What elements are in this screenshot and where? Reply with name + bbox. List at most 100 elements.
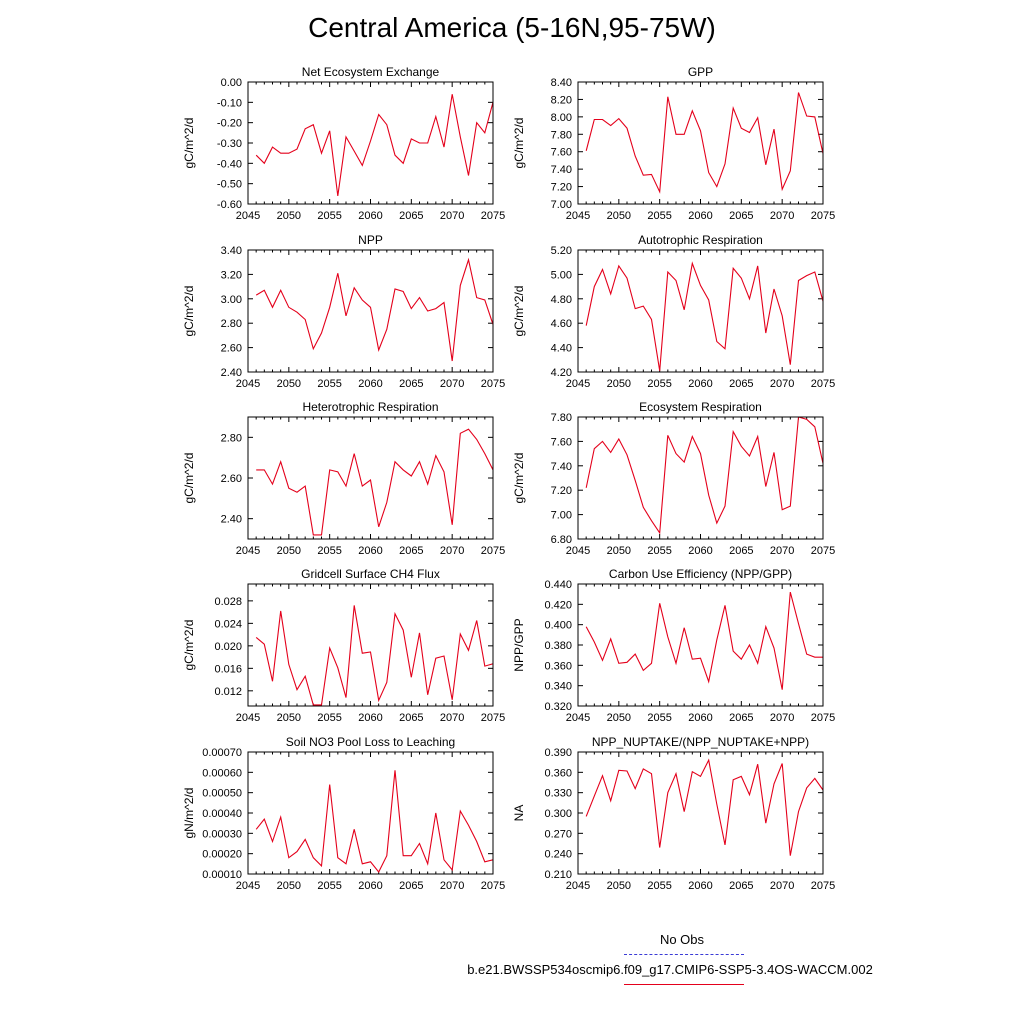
x-tick-label: 2050 <box>607 880 631 892</box>
x-tick-label: 2045 <box>566 545 590 557</box>
x-tick-label: 2050 <box>277 545 301 557</box>
x-tick-label: 2060 <box>688 712 712 724</box>
plot-frame <box>247 81 494 205</box>
x-tick-label: 2045 <box>236 880 260 892</box>
x-tick-label: 2070 <box>440 210 464 222</box>
y-tick-label: 6.80 <box>551 534 572 546</box>
y-tick-label: 0.300 <box>544 808 572 820</box>
x-tick-label: 2065 <box>729 210 753 222</box>
plot-frame <box>577 81 824 205</box>
panel-2: NPP gC/m^2/d 2045 2050 2055 2060 2065 2070 2075 2… <box>182 233 505 390</box>
series-line <box>256 428 493 536</box>
x-tick-label: 2065 <box>399 545 423 557</box>
y-tick-label: 0.390 <box>544 747 572 759</box>
x-tick-label: 2060 <box>358 545 382 557</box>
x-tick-label: 2075 <box>481 210 505 222</box>
x-tick-label: 2060 <box>358 880 382 892</box>
x-tick-label: 2045 <box>236 545 260 557</box>
x-tick-label: 2060 <box>358 712 382 724</box>
series-line <box>585 92 823 194</box>
x-tick-label: 2055 <box>317 545 341 557</box>
y-tick-label: 0.360 <box>544 660 572 672</box>
y-tick-label: 7.40 <box>551 461 572 473</box>
y-tick-label: 8.00 <box>551 112 572 124</box>
panel-9: NPP_NUPTAKE/(NPP_NUPTAKE+NPP) NA 2045 2050 2… <box>512 735 835 892</box>
y-tick-label: 2.60 <box>221 343 242 355</box>
y-tick-label: 0.024 <box>214 618 242 630</box>
x-tick-label: 2055 <box>647 545 671 557</box>
x-tick-label: 2060 <box>688 880 712 892</box>
x-tick-label: 2070 <box>770 210 794 222</box>
x-tick-label: 2055 <box>317 880 341 892</box>
x-tick-label: 2055 <box>647 378 671 390</box>
x-tick-label: 2050 <box>277 880 301 892</box>
y-tick-label: -0.60 <box>217 199 242 211</box>
y-tick-label: 7.80 <box>551 412 572 424</box>
panel-8: Soil NO3 Pool Loss to Leaching gN/m^2/d 20… <box>182 735 505 892</box>
y-tick-label: 0.240 <box>544 849 572 861</box>
x-tick-label: 2075 <box>481 378 505 390</box>
x-tick-label: 2065 <box>399 880 423 892</box>
plot-frame <box>247 583 494 707</box>
y-tick-label: 0.420 <box>544 599 572 611</box>
x-tick-label: 2060 <box>358 378 382 390</box>
panel-title: Ecosystem Respiration <box>639 400 762 414</box>
y-axis-label: gC/m^2/d <box>182 620 196 671</box>
y-tick-label: 2.60 <box>221 473 242 485</box>
y-tick-label: 3.40 <box>221 245 242 257</box>
y-tick-label: 0.400 <box>544 620 572 632</box>
x-tick-label: 2060 <box>358 210 382 222</box>
y-tick-label: 0.028 <box>214 596 242 608</box>
x-tick-label: 2075 <box>481 545 505 557</box>
x-tick-label: 2045 <box>236 712 260 724</box>
y-axis-label: gC/m^2/d <box>512 286 526 337</box>
y-tick-label: 0.00040 <box>202 808 242 820</box>
x-tick-label: 2070 <box>440 378 464 390</box>
panel-6: Gridcell Surface CH4 Flux gC/m^2/d 2045 205… <box>182 567 505 724</box>
y-tick-label: 2.80 <box>221 318 242 330</box>
x-tick-label: 2075 <box>811 880 835 892</box>
x-tick-label: 2055 <box>647 712 671 724</box>
x-tick-label: 2075 <box>481 880 505 892</box>
panel-3: Autotrophic Respiration gC/m^2/d 2045 2050 2… <box>512 233 835 390</box>
series-line <box>585 591 823 690</box>
x-tick-label: 2050 <box>277 210 301 222</box>
panel-title: Soil NO3 Pool Loss to Leaching <box>286 735 455 749</box>
x-tick-label: 2055 <box>647 880 671 892</box>
x-tick-label: 2070 <box>440 712 464 724</box>
panel-title: GPP <box>688 65 713 79</box>
y-axis-label: gN/m^2/d <box>182 788 196 839</box>
legend-obs-line <box>624 954 744 955</box>
x-tick-label: 2075 <box>811 378 835 390</box>
y-tick-label: 7.20 <box>551 182 572 194</box>
y-axis-label: gC/m^2/d <box>512 453 526 504</box>
x-tick-label: 2060 <box>688 378 712 390</box>
panel-0: Net Ecosystem Exchange gC/m^2/d 2045 2050 20… <box>182 65 505 222</box>
x-tick-label: 2065 <box>399 210 423 222</box>
plot-frame <box>247 249 494 373</box>
y-axis-label: gC/m^2/d <box>182 453 196 504</box>
y-tick-label: -0.20 <box>217 118 242 130</box>
panel-4: Heterotrophic Respiration gC/m^2/d 2045 205… <box>182 400 505 557</box>
y-tick-label: 0.440 <box>544 579 572 591</box>
x-tick-label: 2070 <box>770 378 794 390</box>
y-tick-label: 0.320 <box>544 701 572 713</box>
y-tick-label: -0.50 <box>217 179 242 191</box>
y-tick-label: 2.40 <box>221 367 242 379</box>
y-tick-label: 4.80 <box>551 294 572 306</box>
y-tick-label: 7.00 <box>551 199 572 211</box>
x-tick-label: 2075 <box>811 210 835 222</box>
y-tick-label: 0.012 <box>214 686 242 698</box>
series-line <box>585 417 823 535</box>
y-tick-label: -0.40 <box>217 158 242 170</box>
series-line <box>585 261 823 371</box>
y-tick-label: 0.00 <box>221 77 242 89</box>
panel-title: NPP_NUPTAKE/(NPP_NUPTAKE+NPP) <box>592 735 809 749</box>
plot-frame <box>247 751 494 875</box>
y-tick-label: 0.330 <box>544 788 572 800</box>
series-line <box>255 94 493 196</box>
x-tick-label: 2045 <box>566 378 590 390</box>
x-tick-label: 2060 <box>688 210 712 222</box>
plot-frame <box>247 416 494 540</box>
x-tick-label: 2075 <box>811 712 835 724</box>
